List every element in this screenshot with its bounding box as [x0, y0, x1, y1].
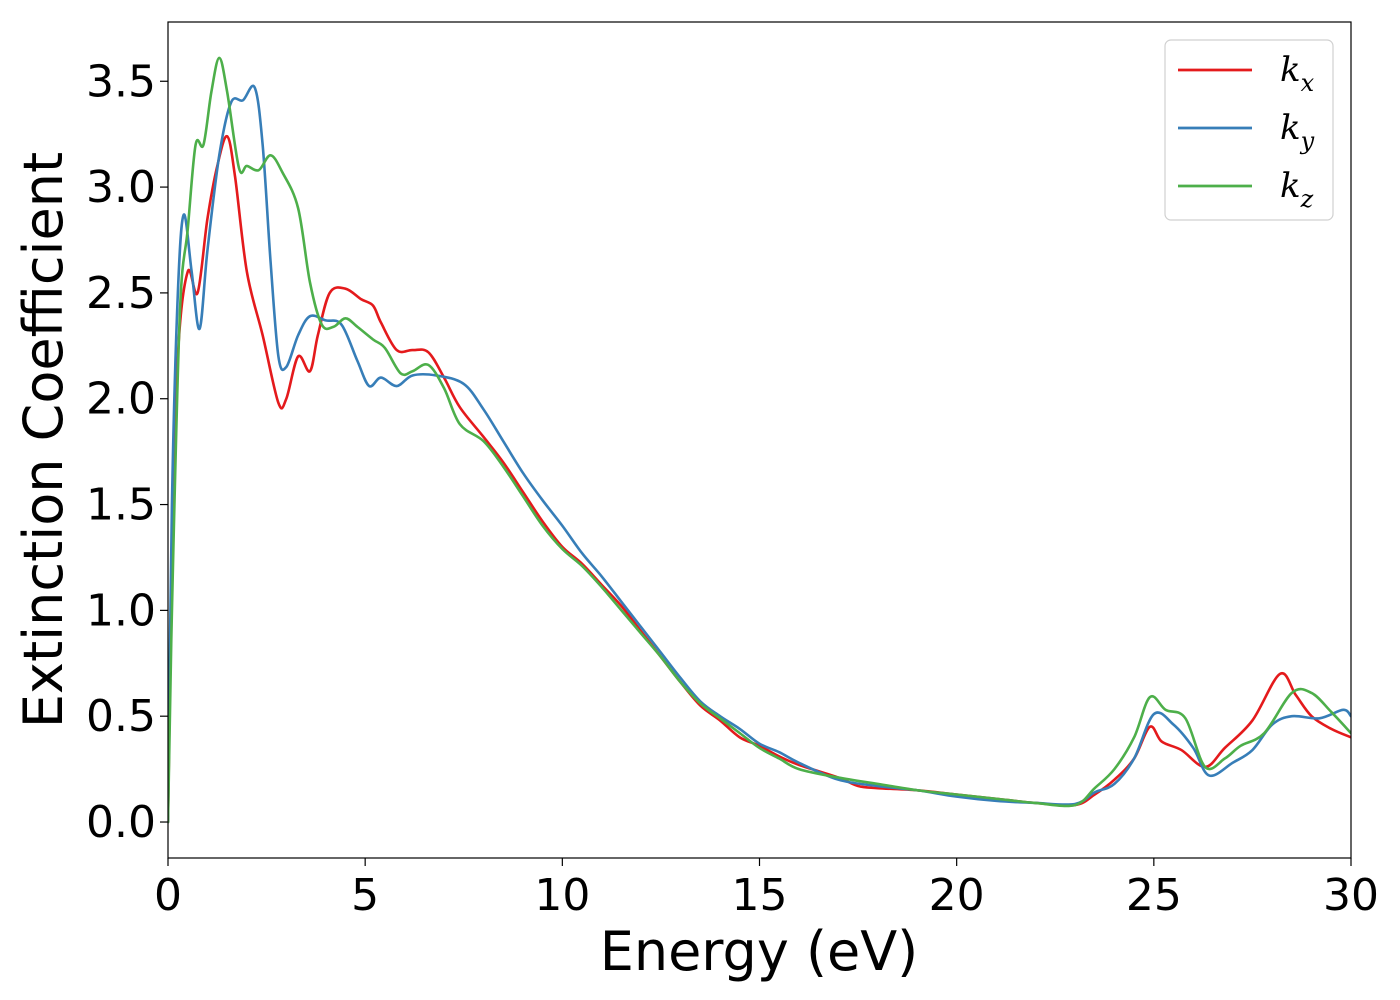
x-tick-label: 15: [732, 870, 788, 921]
y-tick-label: 3.5: [86, 56, 156, 107]
x-tick-label: 0: [154, 870, 182, 921]
x-axis: 0 5 10 15 20 25 30: [154, 858, 1379, 921]
y-tick-label: 3.0: [86, 162, 156, 213]
y-tick-label: 0.0: [86, 797, 156, 848]
y-axis-title: Extinction Coefficient: [12, 152, 75, 728]
x-tick-label: 5: [351, 870, 379, 921]
series-layer: [168, 56, 1351, 824]
y-axis: 0.0 0.5 1.0 1.5 2.0 2.5 3.0 3.5: [86, 56, 168, 848]
x-tick-label: 20: [929, 870, 985, 921]
x-axis-title: Energy (eV): [600, 920, 919, 983]
y-tick-label: 1.0: [86, 585, 156, 636]
x-tick-label: 30: [1323, 870, 1379, 921]
series-line-ky: [168, 84, 1351, 824]
y-tick-label: 2.0: [86, 374, 156, 425]
series-line-kx: [168, 134, 1351, 824]
y-tick-label: 0.5: [86, 691, 156, 742]
y-tick-label: 1.5: [86, 480, 156, 531]
x-tick-label: 10: [534, 870, 590, 921]
legend-box: [1164, 39, 1334, 221]
y-tick-label: 2.5: [86, 268, 156, 319]
series-line-kz: [168, 56, 1351, 824]
x-tick-label: 25: [1126, 870, 1182, 921]
